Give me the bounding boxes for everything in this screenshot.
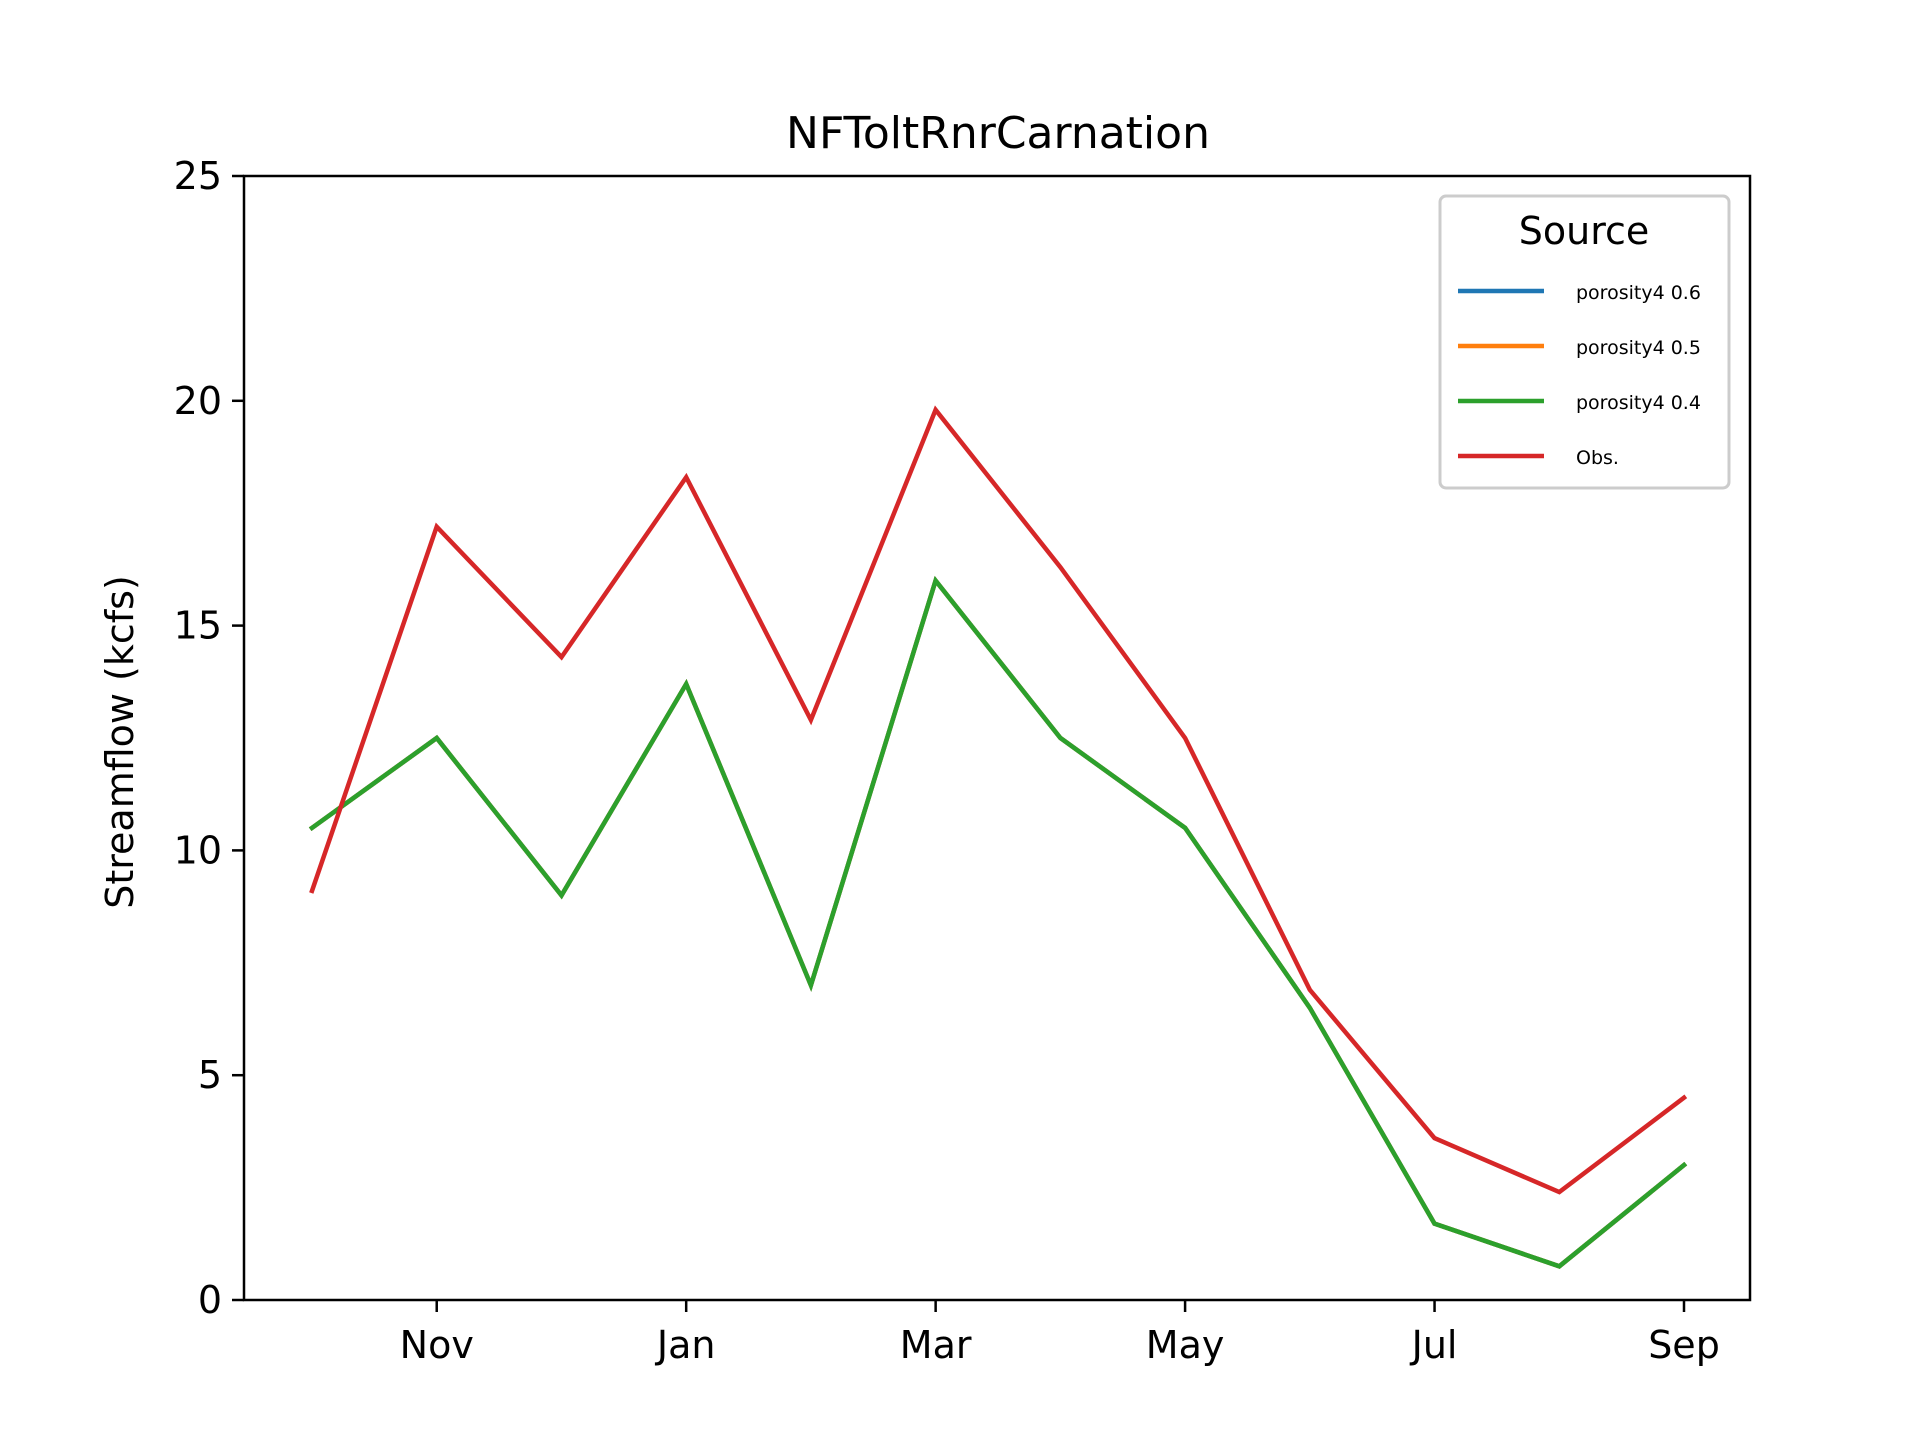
y-tick-label-5: 25 (174, 154, 222, 198)
series-line-2 (308, 575, 1688, 1269)
series-line-3 (309, 405, 1688, 1195)
series-line-1 (308, 575, 1688, 1269)
y-tick-label-4: 20 (174, 379, 222, 423)
x-tick-label-4: Jul (1410, 1323, 1458, 1367)
legend-title: Source (1519, 209, 1650, 253)
x-tick-label-3: May (1146, 1323, 1225, 1367)
legend-items: porosity4 0.6 porosity4 0.5 porosity4 0.4 O… (1458, 282, 1701, 469)
y-tick-label-1: 5 (198, 1053, 222, 1097)
x-tick-label-2: Mar (900, 1323, 972, 1367)
legend-label-3: Obs. (1576, 447, 1619, 469)
series-layer (308, 405, 1688, 1269)
y-tick-label-3: 15 (174, 604, 222, 648)
y-tick-label-2: 10 (174, 828, 222, 872)
legend-box (1438, 194, 1731, 490)
y-axis-label: Streamflow (kcfs) (98, 575, 142, 909)
y-tick-label-0: 0 (198, 1278, 222, 1322)
x-tick-label-0: Nov (400, 1323, 474, 1367)
x-tick-label-1: Jan (655, 1323, 716, 1367)
legend-label-0: porosity4 0.6 (1576, 282, 1701, 304)
chart-title: NFToltRnrCarnation (786, 108, 1210, 159)
y-axis-ticks: 0 5 10 15 20 25 (174, 154, 244, 1322)
x-axis-ticks: Nov Jan Mar May Jul Sep (400, 1300, 1720, 1367)
x-tick-label-5: Sep (1648, 1323, 1720, 1367)
legend-label-2: porosity4 0.4 (1576, 392, 1701, 414)
legend-label-1: porosity4 0.5 (1576, 337, 1701, 359)
plot-frame (242, 174, 1752, 1302)
series-line-0 (308, 575, 1688, 1269)
